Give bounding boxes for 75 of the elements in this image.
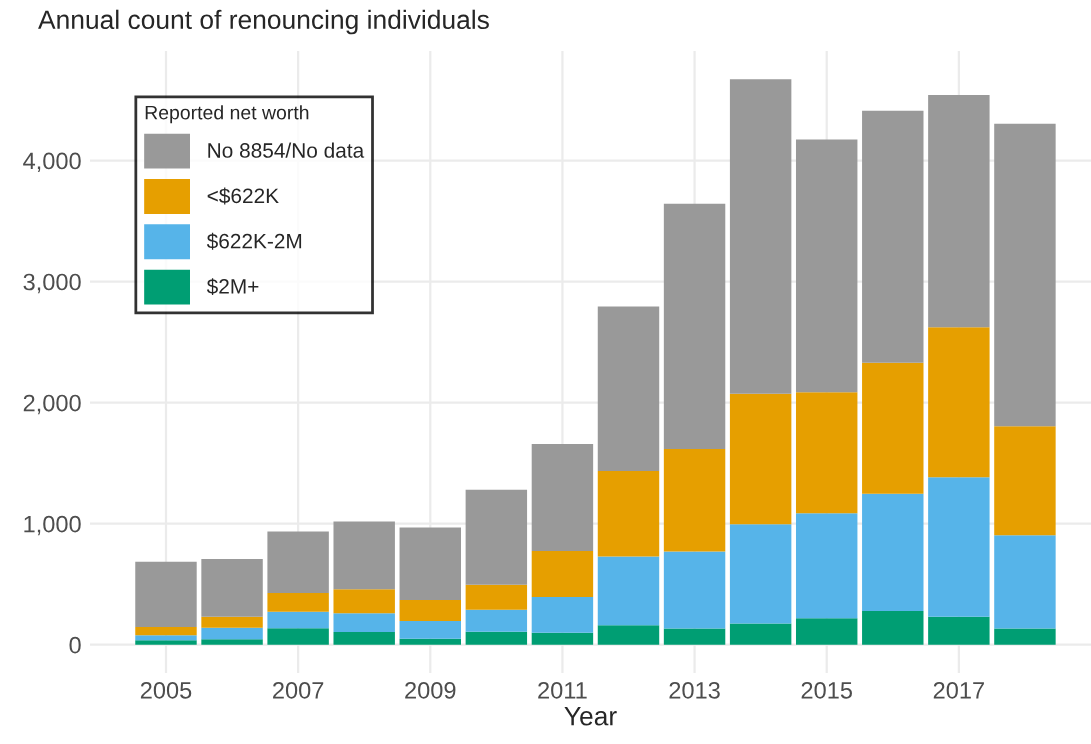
bar xyxy=(862,362,924,494)
bar xyxy=(597,306,660,472)
bar xyxy=(333,589,395,614)
bar xyxy=(465,489,528,585)
bar xyxy=(994,426,1056,536)
bar xyxy=(267,611,329,629)
bar xyxy=(729,623,792,645)
bar xyxy=(135,635,197,641)
bar xyxy=(201,627,263,640)
bar xyxy=(531,551,594,597)
bar xyxy=(862,611,924,645)
bar xyxy=(399,527,461,601)
x-tick-label: 2017 xyxy=(933,681,984,699)
legend-label: $622K-2M xyxy=(206,232,302,250)
bar xyxy=(795,139,858,393)
bar xyxy=(862,110,924,363)
x-tick-label: 2005 xyxy=(140,681,192,699)
legend-label: No 8854/No data xyxy=(208,142,365,158)
bar xyxy=(399,638,461,645)
bar xyxy=(201,616,263,628)
bar xyxy=(531,632,594,645)
bar xyxy=(135,640,197,645)
bar xyxy=(465,631,528,645)
bar xyxy=(663,203,726,449)
bar xyxy=(531,443,594,551)
bar xyxy=(928,327,990,478)
bar xyxy=(663,628,726,645)
y-tick-label: 2,000 xyxy=(23,394,81,415)
bar xyxy=(201,558,263,617)
x-axis-title: Year xyxy=(564,707,617,726)
bar xyxy=(597,471,660,557)
bar xyxy=(994,628,1056,645)
x-tick-label: 2009 xyxy=(405,681,456,699)
x-tick-label: 2011 xyxy=(538,681,587,699)
bar xyxy=(399,600,461,621)
chart-title: Annual count of renouncing individuals xyxy=(38,9,489,35)
bar xyxy=(135,561,197,628)
bar xyxy=(729,524,792,624)
x-tick-label: 2015 xyxy=(801,681,852,699)
bar xyxy=(928,95,990,328)
bar xyxy=(597,556,660,626)
y-tick-label: 4,000 xyxy=(23,152,81,173)
legend-title: Reported net worth xyxy=(145,105,309,124)
bar xyxy=(399,620,461,639)
bar xyxy=(135,627,197,636)
bar xyxy=(928,477,990,617)
bar xyxy=(994,123,1056,427)
bar xyxy=(928,616,990,645)
bar xyxy=(597,625,660,645)
bar xyxy=(531,596,594,633)
bar xyxy=(994,535,1056,629)
x-tick-label: 2007 xyxy=(273,681,324,699)
x-tick-label: 2013 xyxy=(669,681,720,699)
bar xyxy=(333,631,395,645)
bar xyxy=(663,551,726,629)
bar xyxy=(465,609,528,632)
bar xyxy=(201,639,263,645)
bar xyxy=(663,448,726,552)
bar xyxy=(333,521,395,590)
bar xyxy=(795,618,858,645)
y-tick-label: 1,000 xyxy=(24,515,81,536)
bar xyxy=(267,593,329,612)
bar xyxy=(795,392,858,514)
bar xyxy=(267,628,329,645)
bar xyxy=(729,393,792,525)
legend-label: $2M+ xyxy=(206,278,259,296)
y-tick-label: 0 xyxy=(69,636,81,654)
bar xyxy=(729,79,792,394)
bar xyxy=(465,584,528,610)
bar xyxy=(795,513,858,619)
y-tick-label: 3,000 xyxy=(23,273,81,294)
bar xyxy=(862,493,924,612)
bar xyxy=(333,613,395,632)
legend-label: <$622K xyxy=(207,187,279,205)
bar xyxy=(267,531,329,593)
